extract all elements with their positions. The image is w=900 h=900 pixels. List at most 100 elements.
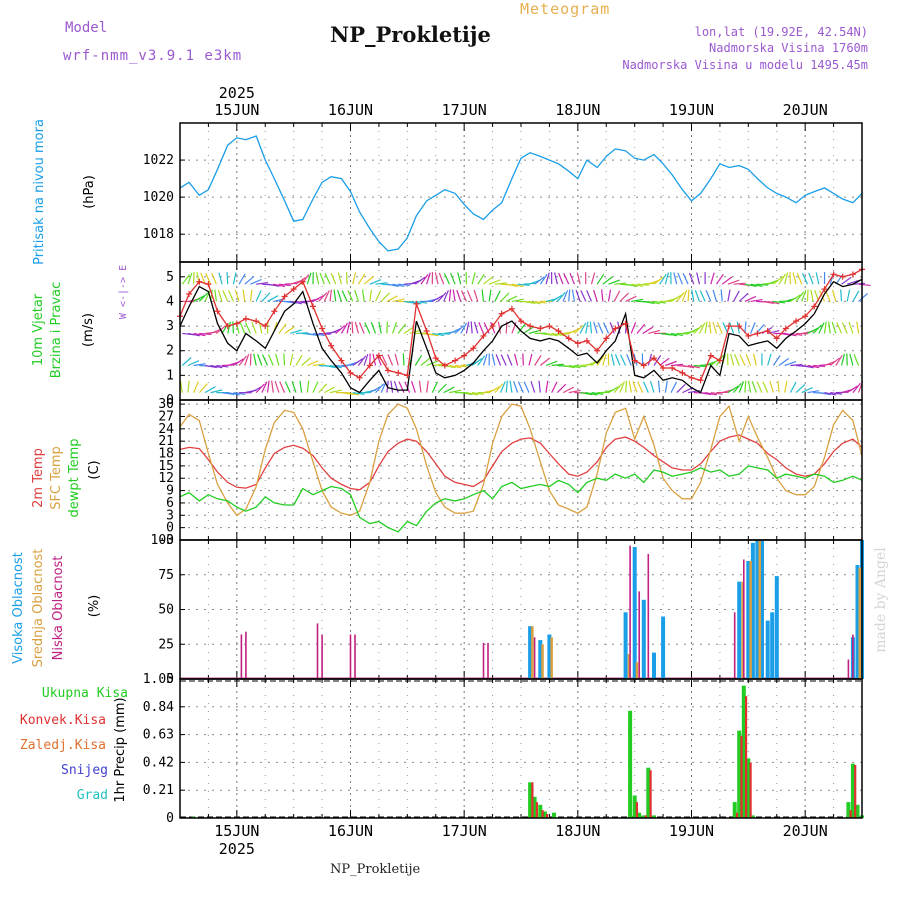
wind-direction-arrow	[457, 272, 462, 285]
year-label-bottom: 2025	[219, 840, 255, 858]
wind-direction-arrow	[362, 289, 365, 302]
wind-direction-arrow	[571, 289, 576, 302]
temp-unit-label: (C)	[87, 460, 102, 479]
cloud-bar	[316, 623, 319, 679]
wind-gust-marker	[782, 325, 789, 332]
wind-direction-arrow	[747, 380, 752, 393]
wind-gust-marker	[537, 325, 544, 332]
y-tick-label: 4	[166, 294, 174, 309]
y-tick-label: 2	[166, 344, 174, 359]
cloud-bar	[538, 640, 543, 679]
date-label-bottom: 18JUN	[555, 822, 600, 840]
wind-direction-arrow	[534, 355, 542, 366]
wind-direction-arrow	[251, 322, 257, 334]
precip-bar	[541, 810, 544, 818]
wind-direction-arrow	[858, 283, 871, 287]
wind-direction-arrow	[545, 332, 558, 337]
date-label-top: 16JUN	[328, 101, 373, 119]
wind-direction-arrow	[670, 332, 683, 337]
wind-direction-arrow	[319, 272, 325, 285]
wind-direction-arrow	[810, 289, 814, 302]
temp-axis-title-sfc: SFC Temp	[49, 446, 64, 510]
wind-direction-arrow	[397, 323, 407, 334]
precip-bar	[745, 696, 748, 818]
date-label-top: 20JUN	[783, 101, 828, 119]
cloud-bar	[770, 612, 775, 679]
wind-direction-arrow	[346, 392, 359, 396]
wind-direction-arrow	[233, 358, 244, 366]
wind-direction-arrow	[500, 292, 510, 302]
wind-direction-arrow	[609, 321, 615, 334]
wind-direction-arrow	[631, 298, 644, 303]
wind-gust-marker	[622, 320, 629, 327]
y-tick-label: 1022	[143, 153, 174, 168]
wind-direction-arrow	[591, 392, 604, 395]
wind-direction-arrow	[418, 380, 422, 393]
wind-direction-arrow	[712, 321, 718, 334]
wind-direction-arrow	[351, 321, 354, 334]
wind-direction-arrow	[315, 272, 320, 285]
wind-direction-arrow	[426, 272, 431, 285]
wind-direction-arrow	[538, 380, 541, 393]
temp-axis-title-dewpt: dewpt Temp	[67, 438, 82, 517]
wind-direction-arrow	[255, 383, 265, 394]
wind-direction-arrow	[756, 381, 763, 393]
wind-direction-arrow	[613, 290, 621, 302]
wind-direction-arrow	[840, 289, 843, 302]
wind-direction-arrow	[534, 276, 545, 285]
cloud-bar	[758, 540, 761, 679]
wind-direction-arrow	[608, 385, 620, 394]
wind-direction-arrow	[614, 354, 621, 366]
wind-gust-marker	[603, 335, 610, 342]
wind-direction-arrow	[562, 364, 575, 369]
wind-direction-arrow	[482, 353, 488, 366]
wind-gust-marker	[498, 310, 505, 317]
wind-direction-arrow	[449, 328, 461, 335]
precip-bar	[552, 812, 556, 818]
wind-direction-arrow	[574, 324, 584, 334]
wind-direction-arrow	[179, 380, 183, 393]
wind-direction-arrow	[710, 272, 715, 285]
y-tick-label: 100	[151, 533, 174, 548]
cloud-bar	[743, 559, 745, 679]
wind-direction-arrow	[273, 283, 286, 288]
wind-direction-arrow	[517, 381, 524, 393]
wind-direction-arrow	[505, 295, 518, 302]
wind-gust-marker	[480, 332, 487, 339]
precip-legend-item: Snijeg	[61, 763, 108, 778]
wind-direction-arrow	[831, 321, 837, 334]
wind-direction-arrow	[807, 364, 820, 369]
cloud-bar	[733, 612, 736, 679]
wind-direction-arrow	[710, 392, 723, 395]
year-label-top: 2025	[219, 84, 255, 102]
wind-direction-arrow	[329, 389, 342, 394]
wind-direction-arrow	[665, 332, 678, 337]
wind-gust-marker	[679, 369, 686, 376]
wind-direction-arrow	[738, 381, 745, 393]
lonlat-label: lon,lat (19.92E, 42.54N)	[694, 25, 868, 39]
wind-direction-arrow	[456, 289, 462, 302]
wind-direction-arrow	[853, 354, 860, 366]
wind-direction-arrow	[736, 321, 740, 334]
wind-direction-arrow	[255, 290, 262, 302]
wind-direction-arrow	[363, 276, 374, 285]
y-tick-label: 0.84	[143, 700, 174, 715]
cloud-bar	[774, 576, 779, 679]
cloud-bar	[647, 553, 650, 679]
wind-direction-arrow	[562, 386, 575, 394]
wind-gust-marker	[745, 332, 752, 339]
wind-direction-arrow	[682, 364, 695, 369]
wind-direction-arrow	[727, 279, 740, 285]
wind-direction-arrow	[394, 353, 399, 366]
wind-gust-marker	[224, 323, 231, 330]
wind-direction-arrow	[289, 353, 294, 366]
wind-direction-arrow	[443, 273, 450, 285]
wind-direction-arrow	[699, 290, 706, 302]
precip-bar	[750, 815, 755, 818]
wind-direction-arrow	[699, 392, 712, 396]
wind-direction-arrow	[511, 298, 524, 303]
wind-direction-arrow	[307, 360, 319, 367]
wind-direction-arrow	[267, 283, 280, 287]
wind-direction-arrow	[551, 363, 564, 367]
